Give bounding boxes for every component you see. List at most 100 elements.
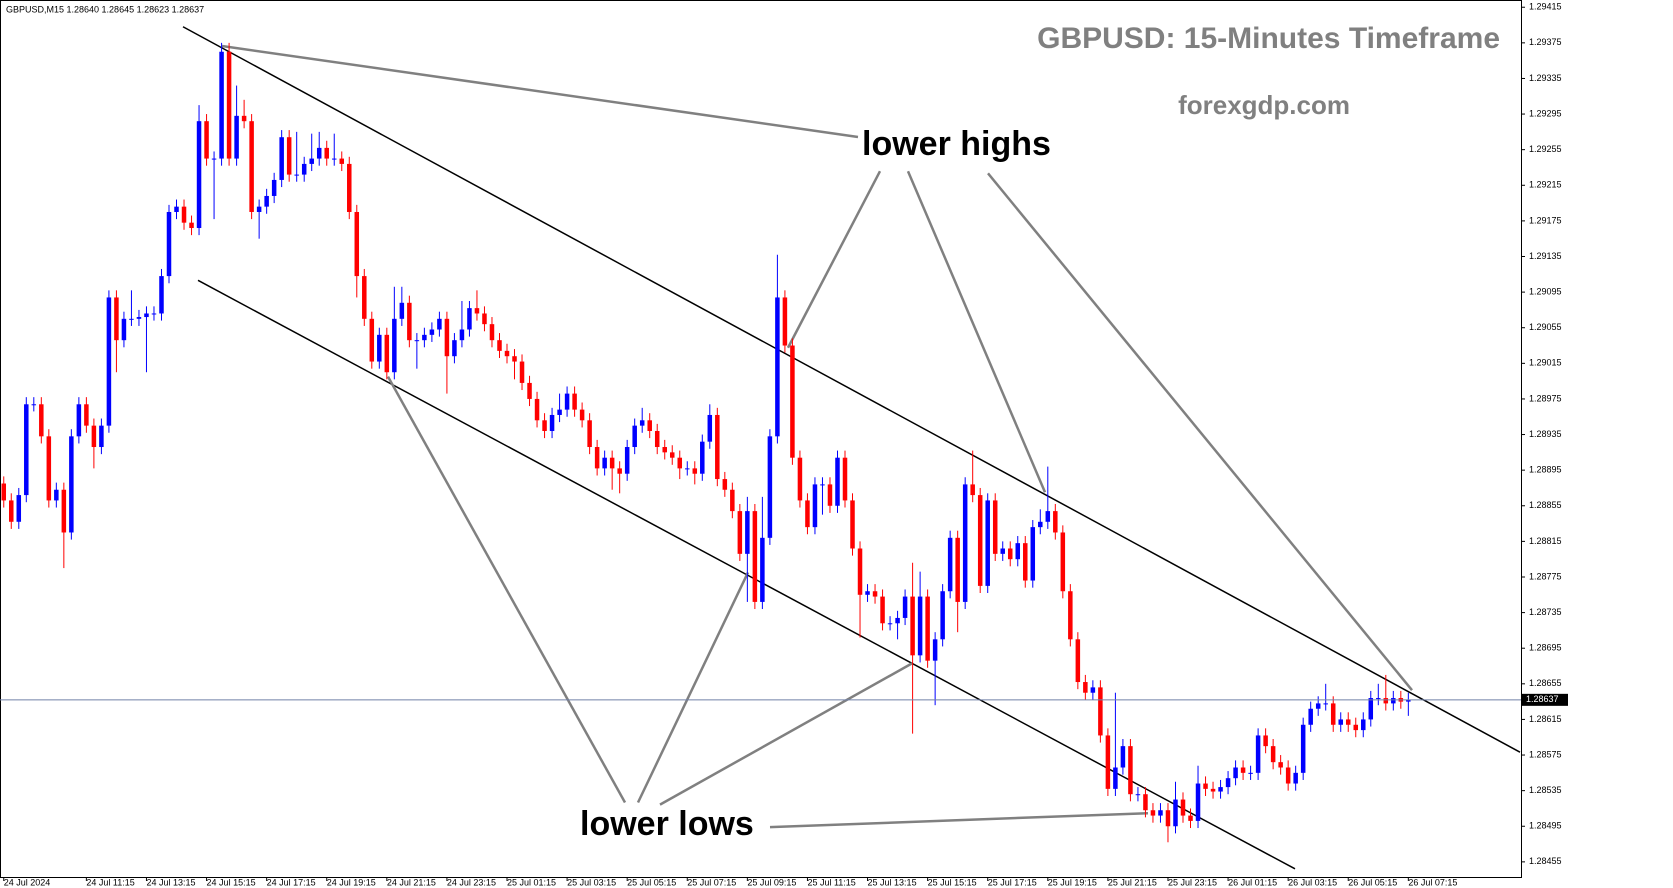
y-tick-label: 1.28535 bbox=[1529, 785, 1562, 795]
candle-body bbox=[114, 297, 119, 341]
candle-body bbox=[226, 51, 232, 159]
candle-body bbox=[1293, 772, 1298, 784]
candle-body bbox=[707, 414, 713, 442]
candle-body bbox=[61, 489, 67, 533]
y-tick-label: 1.29175 bbox=[1529, 215, 1562, 225]
candle-body bbox=[1406, 699, 1411, 702]
candle-body bbox=[129, 318, 134, 320]
candle-body bbox=[9, 500, 14, 522]
candle-body bbox=[1007, 548, 1013, 560]
candle-body bbox=[474, 308, 480, 314]
y-tick-label: 1.29335 bbox=[1529, 73, 1562, 83]
candle-body bbox=[827, 484, 833, 506]
candle-body bbox=[309, 158, 314, 164]
candle-body bbox=[1285, 767, 1291, 784]
upper-channel bbox=[183, 27, 1520, 752]
candle-body bbox=[1240, 767, 1246, 773]
candle-body bbox=[579, 409, 585, 421]
candle-body bbox=[715, 414, 720, 480]
candle-body bbox=[955, 537, 960, 602]
candle-body bbox=[797, 457, 803, 501]
candle-body bbox=[347, 163, 352, 212]
candle-body bbox=[1113, 767, 1118, 789]
candle-body bbox=[850, 500, 855, 549]
pointer-line bbox=[788, 171, 880, 348]
annotation: lower lows bbox=[580, 805, 754, 843]
candle-body bbox=[1098, 687, 1103, 736]
x-tick-label: 25 Jul 09:15 bbox=[747, 877, 796, 887]
candle-body bbox=[429, 329, 435, 335]
candle-body bbox=[189, 222, 194, 229]
x-tick-label: 25 Jul 07:15 bbox=[687, 877, 736, 887]
candle-body bbox=[1158, 810, 1163, 816]
candle-body bbox=[264, 195, 269, 207]
candle-body bbox=[1150, 810, 1156, 816]
candle-body bbox=[46, 436, 52, 501]
candle-body bbox=[1338, 719, 1343, 725]
candle-body bbox=[1225, 778, 1231, 788]
pointer-line bbox=[908, 171, 1045, 492]
candle-body bbox=[31, 404, 37, 406]
candle-body bbox=[324, 147, 329, 159]
candle-body bbox=[204, 121, 209, 159]
candle-body bbox=[835, 457, 840, 506]
candle-body bbox=[805, 500, 810, 528]
candle-body bbox=[144, 313, 149, 318]
x-tick-label: 24 Jul 11:15 bbox=[86, 877, 134, 887]
candle-body bbox=[219, 51, 224, 159]
last-price-label: 1.28637 bbox=[1526, 694, 1559, 704]
pointer-line bbox=[660, 663, 912, 804]
candle-body bbox=[69, 436, 74, 533]
candle-body bbox=[512, 356, 517, 362]
candle-body bbox=[1173, 799, 1178, 827]
candle-body bbox=[925, 596, 930, 661]
candle-body bbox=[84, 404, 89, 426]
candle-body bbox=[16, 495, 22, 522]
candle-body bbox=[985, 500, 990, 586]
candle-body bbox=[106, 297, 112, 426]
y-tick-label: 1.28575 bbox=[1529, 749, 1562, 759]
x-tick-label: 26 Jul 07:15 bbox=[1408, 877, 1457, 887]
pointer-line bbox=[988, 173, 1412, 690]
candle-body bbox=[1075, 639, 1081, 683]
candle-body bbox=[1143, 794, 1148, 811]
candle-body bbox=[977, 495, 983, 586]
y-tick-label: 1.28975 bbox=[1529, 393, 1562, 403]
candle-body bbox=[39, 404, 44, 437]
candle-body bbox=[362, 276, 367, 319]
candle-body bbox=[700, 441, 705, 474]
candle-body bbox=[872, 591, 878, 597]
candle-body bbox=[790, 345, 795, 458]
y-tick-label: 1.29255 bbox=[1529, 144, 1562, 154]
candle-body bbox=[865, 591, 870, 595]
candle-body bbox=[369, 318, 375, 362]
candle-body bbox=[1195, 783, 1201, 821]
x-tick-label: 25 Jul 05:15 bbox=[627, 877, 676, 887]
pointer-line bbox=[770, 813, 1148, 827]
x-tick-label: 25 Jul 03:15 bbox=[567, 877, 616, 887]
candle-body bbox=[339, 158, 345, 164]
candle-body bbox=[24, 404, 29, 496]
candle-body bbox=[497, 340, 502, 351]
candle-body bbox=[1345, 719, 1351, 725]
candle-body bbox=[549, 414, 555, 431]
candle-body bbox=[609, 457, 615, 469]
candle-body bbox=[1135, 794, 1141, 796]
candle-body bbox=[730, 489, 735, 512]
candle-body bbox=[1090, 687, 1096, 693]
candle-body bbox=[331, 158, 337, 160]
candle-body bbox=[940, 591, 945, 640]
trendlines bbox=[183, 27, 1520, 869]
candle-body bbox=[504, 350, 510, 357]
candle-body bbox=[857, 548, 863, 595]
y-tick-label: 1.29215 bbox=[1529, 180, 1562, 190]
candle-body bbox=[587, 420, 592, 448]
candle-body bbox=[399, 302, 405, 319]
x-tick-label: 25 Jul 15:15 bbox=[928, 877, 977, 887]
y-tick-label: 1.29295 bbox=[1529, 108, 1562, 118]
x-tick-label: 25 Jul 23:15 bbox=[1168, 877, 1217, 887]
candle-body bbox=[384, 334, 390, 373]
candle-body bbox=[1255, 735, 1261, 773]
candle-body bbox=[782, 297, 788, 346]
y-tick-label: 1.29375 bbox=[1529, 37, 1562, 47]
